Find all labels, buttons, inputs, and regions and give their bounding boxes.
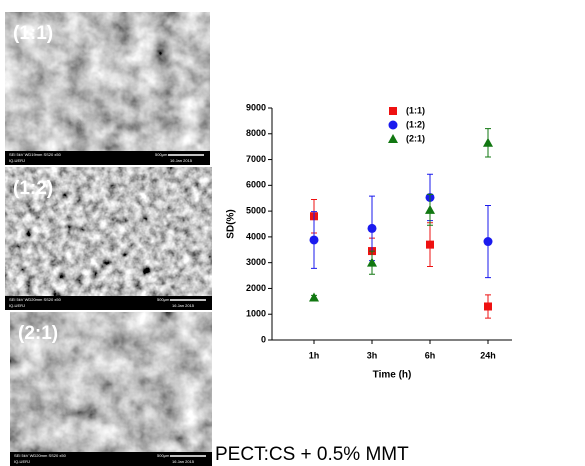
marker [483,137,493,147]
marker [425,204,435,214]
y-tick-label: 5000 [246,205,266,215]
marker [367,257,377,267]
sem-scale: 500μm [155,152,168,157]
y-tick-label: 1000 [246,309,266,319]
sem-label: (2:1) [18,323,58,344]
sem-info: SEI 5kV WD20mm SS20 x50 [9,297,62,302]
y-tick-label: 6000 [246,180,266,190]
marker [483,237,493,247]
y-tick-label: 2000 [246,283,266,293]
y-tick-label: 8000 [246,128,266,138]
sem-date: 16 Jan 2015 [172,459,195,464]
x-tick-label: 1h [309,350,320,360]
sem-label: (1:1) [13,23,53,44]
sem-date: 16 Jan 2015 [170,158,193,163]
sem-scale: 500μm [157,297,170,302]
x-tick-label: 6h [425,350,436,360]
marker [388,120,398,130]
marker [426,240,434,249]
sem-image [5,167,212,310]
marker [367,223,377,233]
y-axis-label: SD(%) [226,209,237,238]
y-tick-label: 3000 [246,257,266,267]
sem-scale: 500μm [157,453,170,458]
x-tick-label: 3h [367,350,378,360]
sem-lab: IQ-UERJ [14,459,30,464]
legend-label: (1:2) [406,119,425,129]
sem-image [10,312,212,466]
sem-label: (1:2) [13,178,53,199]
sem-images: (1:1)SEI 5kV WD19mm SS20 x50IQ-UERJ500μm… [5,12,212,466]
info-bar [5,151,210,165]
marker [484,302,492,311]
y-tick-label: 7000 [246,154,266,164]
chart: 0 1000 2000 3000 4000 5000 6000 7000 8000 9000 1h 3… [226,102,512,381]
marker [309,235,319,245]
caption: PECT:CS + 0.5% MMT [215,444,409,465]
legend-label: (1:1) [406,105,425,115]
sem-image [5,12,210,165]
x-tick-label: 24h [480,350,496,360]
info-bar [10,452,212,466]
marker [389,107,397,115]
x-axis-label: Time (h) [373,370,412,381]
y-tick-label: 4000 [246,231,266,241]
y-tick-label: 0 [261,334,266,344]
y-tick-label: 9000 [246,102,266,112]
marker [309,292,319,302]
marker [388,134,398,143]
sem-lab: IQ-UERJ [9,158,25,163]
info-bar [5,296,212,310]
sem-lab: IQ-UERJ [9,303,25,308]
sem-date: 16 Jan 2015 [172,303,195,308]
sem-info: SEI 5kV WD20mm SS20 x50 [14,453,67,458]
sem-info: SEI 5kV WD19mm SS20 x50 [9,152,62,157]
legend-label: (2:1) [406,133,425,143]
